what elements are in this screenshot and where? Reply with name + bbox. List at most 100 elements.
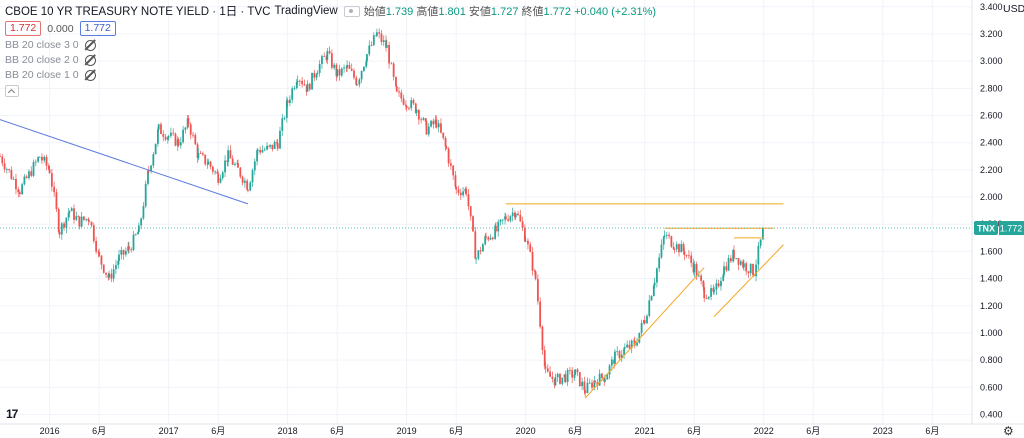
bb-row-1[interactable]: BB 20 close 1 0 (5, 69, 656, 81)
candle-body (467, 194, 470, 207)
candle-body (41, 156, 43, 161)
candle (231, 155, 234, 166)
gear-icon[interactable]: ⚙ (1003, 424, 1014, 438)
candle-body (311, 72, 313, 90)
price-tag-value: 1.772 (1000, 224, 1023, 234)
candle-body (511, 212, 514, 217)
candle (286, 98, 289, 108)
candle-body (237, 163, 239, 168)
candle-body (78, 216, 81, 227)
trendline-orange (584, 267, 705, 399)
currency-selector[interactable]: USD (1003, 3, 1024, 15)
candle-body (533, 270, 536, 272)
candle-body (484, 236, 487, 245)
candle (192, 131, 194, 138)
candle (514, 212, 517, 220)
candle (77, 215, 80, 217)
candle-body (564, 374, 567, 382)
candle-body (189, 124, 192, 135)
candle-body (494, 225, 497, 239)
candle-body (638, 332, 641, 343)
candle (130, 247, 133, 253)
candle-body (194, 134, 197, 145)
symbol-title[interactable]: CBOE 10 YR TREASURY NOTE YIELD · 1日 · TV… (5, 6, 271, 18)
candle-body (715, 283, 718, 290)
candle-body (211, 166, 214, 172)
candle (739, 259, 742, 266)
candle-body (752, 263, 754, 276)
candle-body (680, 244, 683, 253)
candle-body (405, 105, 408, 109)
candle-body (365, 61, 368, 67)
candle (591, 379, 593, 391)
collapse-legend-icon[interactable] (5, 85, 19, 97)
candle-body (710, 288, 712, 297)
candle (174, 132, 177, 147)
candle (172, 128, 175, 136)
candle-body (398, 91, 400, 93)
candle (489, 234, 492, 241)
candle (717, 279, 720, 288)
candle-body (231, 158, 234, 165)
candle-body (350, 68, 353, 71)
candle-body (328, 51, 331, 54)
candle-body (336, 69, 339, 77)
y-tick-label: 0.800 (980, 355, 1003, 365)
y-tick-label: 3.000 (980, 56, 1003, 66)
candle-body (105, 272, 107, 275)
candle-body (509, 216, 512, 221)
candle-body (169, 132, 172, 136)
candle-body (454, 175, 457, 187)
candle-body (452, 165, 455, 176)
candle-body (598, 373, 601, 386)
candle (554, 373, 557, 387)
candle (237, 159, 239, 168)
candle (581, 377, 584, 390)
candle-body (21, 184, 24, 195)
candle-body (618, 351, 621, 359)
candle (380, 29, 383, 46)
candle (214, 170, 217, 175)
candle-body (73, 208, 75, 220)
hidden-eye-icon[interactable] (84, 69, 96, 81)
visibility-icon[interactable] (343, 5, 360, 17)
candle (57, 207, 60, 234)
candle-body (221, 172, 224, 179)
price-axis: 3.400 3.200 3.000 2.800 2.600 2.400 2.200 2.000… (971, 0, 1003, 424)
candle-body (160, 124, 162, 135)
candle (747, 270, 750, 279)
candle (735, 257, 738, 260)
candle-body (404, 104, 407, 106)
candle-body (88, 221, 91, 222)
hidden-eye-icon[interactable] (84, 54, 96, 66)
candle (524, 237, 527, 243)
bb-row-2[interactable]: BB 20 close 2 0 (5, 54, 656, 66)
candle (449, 159, 452, 170)
candle-body (172, 132, 175, 134)
candle-body (650, 296, 653, 301)
candle (95, 236, 98, 255)
candle (199, 150, 202, 154)
candle-body (281, 118, 284, 131)
candle-body (152, 154, 155, 166)
candle (410, 97, 413, 111)
candle (3, 158, 6, 173)
candle (688, 250, 690, 259)
candle (23, 174, 26, 186)
candle (415, 108, 418, 116)
candle-body (546, 368, 549, 372)
candle-body (187, 118, 190, 125)
ticker-tag-bg (974, 221, 998, 236)
candle-body (487, 237, 490, 240)
candle (189, 122, 192, 140)
y-tick-label: 2.800 (980, 83, 1003, 93)
candle-body (32, 162, 35, 176)
candle-body (192, 134, 194, 136)
bb-row-3[interactable]: BB 20 close 3 0 (5, 39, 656, 51)
candle-body (115, 265, 117, 270)
candle-body (626, 344, 629, 348)
candle-body (722, 274, 725, 281)
candle-body (745, 263, 748, 272)
hidden-eye-icon[interactable] (84, 39, 96, 51)
